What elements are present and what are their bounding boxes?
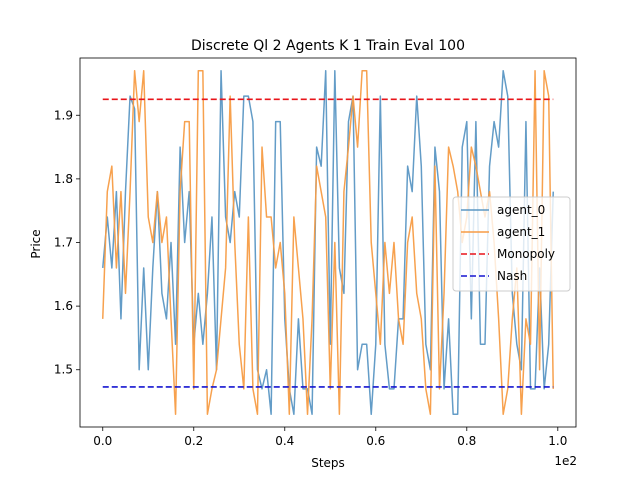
y-tick-label: 1.7 (54, 236, 73, 250)
x-tick-label: 0.8 (457, 434, 476, 448)
axes: 0.0 0.2 0.4 0.6 0.8 1.0 1.5 1.6 1.7 1.8 1.9 (54, 57, 577, 448)
legend-label-agent-1: agent_1 (497, 225, 545, 239)
x-tick-label: 0.4 (275, 434, 294, 448)
x-axis-label: Steps (311, 456, 345, 470)
x-tick-label: 0.0 (93, 434, 112, 448)
legend-label-nash: Nash (497, 269, 527, 283)
y-axis-label: Price (29, 229, 43, 258)
chart-title: Discrete Ql 2 Agents K 1 Train Eval 100 (191, 38, 465, 54)
x-tick-label: 0.6 (366, 434, 385, 448)
legend-label-agent-0: agent_0 (497, 203, 545, 217)
x-tick-label: 1.0 (548, 434, 567, 448)
y-tick-label: 1.9 (54, 108, 73, 122)
x-axis-offset-text: 1e2 (554, 454, 577, 468)
x-tick-label: 0.2 (184, 434, 203, 448)
legend: agent_0 agent_1 Monopoly Nash (452, 196, 571, 292)
y-tick-label: 1.8 (54, 172, 73, 186)
series-line-agent-1 (102, 69, 554, 416)
y-tick-label: 1.6 (54, 299, 73, 313)
legend-label-monopoly: Monopoly (497, 247, 555, 261)
legend-box (452, 196, 571, 292)
y-tick-label: 1.5 (54, 363, 73, 377)
